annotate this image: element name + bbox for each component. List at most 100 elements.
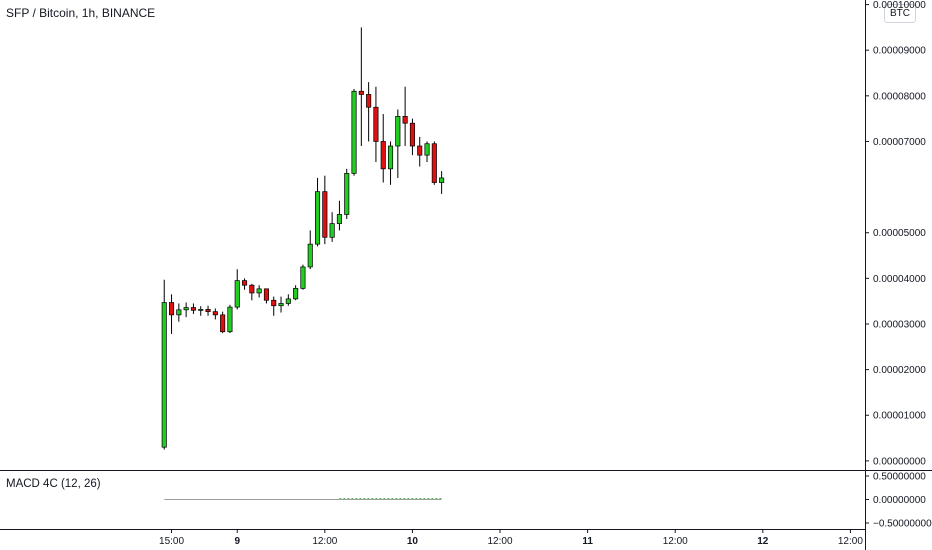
candle	[183, 302, 189, 318]
candle	[380, 114, 386, 183]
macd-series	[164, 498, 442, 500]
candle-body	[285, 298, 291, 304]
candle-body	[271, 299, 277, 307]
macd-title: MACD 4C (12, 26)	[6, 478, 101, 490]
candle-body	[278, 303, 284, 307]
chart-title: SFP / Bitcoin, 1h, BINANCE	[6, 6, 156, 20]
y-tick-label: 0.00003000	[873, 319, 926, 330]
candle	[344, 168, 350, 220]
candle-body	[227, 306, 233, 333]
candle-body	[198, 309, 204, 311]
candle-body	[329, 223, 335, 238]
candle	[256, 285, 262, 298]
y-tick-label: 0.00005000	[873, 228, 926, 239]
candle-body	[358, 90, 364, 95]
time-axis[interactable]: 15:00 9 12:00 10 12:00 11 12:00 12 12:00	[159, 529, 863, 547]
candle	[402, 86, 408, 147]
candle	[314, 177, 321, 247]
macd-tick-label: −0.50000000	[873, 519, 932, 530]
candle-body	[380, 141, 386, 170]
price-axis[interactable]: 0.00000000 0.00001000 0.00002000 0.00003000…	[865, 0, 926, 467]
candle-body	[300, 266, 306, 289]
candle	[431, 141, 437, 185]
macd-tick-label: 0.00000000	[873, 495, 926, 506]
candle	[293, 285, 299, 301]
candle-body	[417, 145, 423, 156]
y-tick-label: 0.00007000	[873, 137, 926, 148]
y-tick-label: 0.00009000	[873, 46, 926, 57]
y-tick-label: 0.00010000	[873, 0, 926, 11]
candle-body	[344, 173, 350, 215]
currency-button[interactable]: BTC	[884, 4, 916, 23]
x-tick-label: 12:00	[312, 536, 337, 547]
candle	[439, 171, 445, 194]
candle	[278, 296, 284, 313]
candle-body	[220, 314, 226, 333]
candle-body	[176, 309, 182, 316]
candle-body	[256, 288, 262, 294]
candle	[234, 269, 240, 310]
candle	[336, 200, 342, 231]
candle	[358, 27, 364, 147]
candle	[176, 303, 182, 322]
candle	[417, 136, 423, 167]
x-tick-label: 9	[234, 536, 240, 547]
x-tick-label: 12:00	[838, 536, 863, 547]
candle	[249, 283, 255, 301]
candle	[241, 278, 248, 290]
candle	[271, 296, 277, 316]
candle-body	[263, 288, 269, 301]
candle-body	[205, 309, 211, 313]
candle	[409, 118, 415, 156]
candle-body	[183, 307, 189, 311]
candle-body	[366, 94, 372, 108]
candle	[395, 109, 401, 178]
candle	[205, 305, 211, 316]
candle	[263, 288, 269, 304]
x-tick-label: 12:00	[488, 536, 513, 547]
candle-body	[314, 191, 321, 245]
candle-body	[234, 280, 240, 308]
candle	[161, 279, 167, 450]
candle	[198, 306, 204, 316]
candle	[366, 82, 372, 142]
x-tick-label: 15:00	[159, 536, 184, 547]
candle	[322, 175, 328, 245]
candle-body	[351, 90, 357, 174]
candle-body	[190, 307, 196, 311]
candle-body	[336, 214, 342, 224]
y-tick-label: 0.00000000	[873, 456, 926, 467]
candle	[300, 264, 306, 290]
candle-body	[307, 243, 313, 268]
y-tick-label: 0.00008000	[873, 91, 926, 102]
candle-body	[161, 302, 167, 448]
candle	[227, 304, 233, 334]
candle-body	[402, 116, 408, 124]
macd-axis: 0.50000000 0.00000000 −0.50000000	[865, 472, 932, 530]
candle	[351, 88, 357, 176]
candle-body	[431, 143, 437, 183]
candle-body	[212, 311, 218, 316]
y-tick-label: 0.00002000	[873, 365, 926, 376]
candle-body	[241, 280, 248, 286]
candles	[161, 27, 445, 450]
y-tick-label: 0.00004000	[873, 274, 926, 285]
candle-body	[424, 143, 430, 156]
candle	[373, 86, 379, 162]
candle	[329, 212, 335, 242]
candle	[212, 308, 218, 320]
candle	[285, 294, 291, 306]
x-tick-label: 11	[582, 536, 593, 547]
candle	[387, 141, 394, 185]
candle	[424, 141, 430, 162]
candle-body	[293, 288, 299, 300]
candle-body	[169, 302, 175, 316]
candle	[220, 311, 226, 334]
candle	[307, 230, 313, 270]
candle-body	[395, 116, 401, 147]
macd-tick-label: 0.50000000	[873, 472, 926, 483]
candle-body	[322, 191, 328, 238]
candle-body	[373, 106, 379, 142]
x-tick-label: 10	[407, 536, 419, 547]
